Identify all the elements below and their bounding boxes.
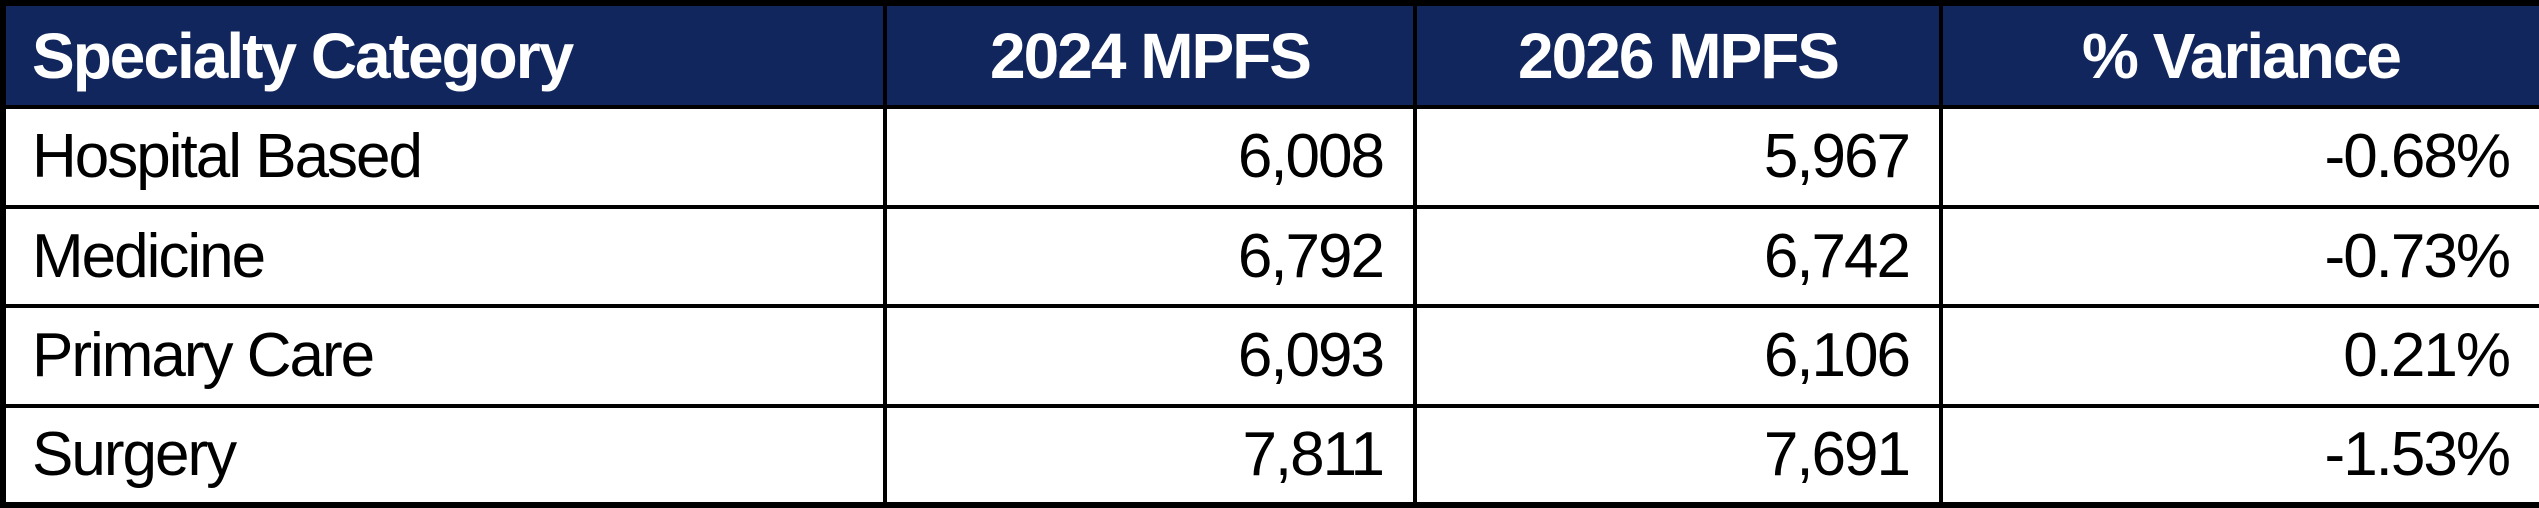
column-header-specialty-category: Specialty Category: [1, 1, 887, 109]
cell-2026-mpfs: 6,742: [1413, 204, 1943, 308]
cell-percent-variance: -0.68%: [1939, 105, 2539, 209]
table-body: Hospital Based 6,008 5,967 -0.68% Medici…: [1, 105, 2539, 507]
table-row: Surgery 7,811 7,691 -1.53%: [1, 403, 2539, 507]
table-row: Medicine 6,792 6,742 -0.73%: [1, 204, 2539, 308]
cell-2026-mpfs: 7,691: [1413, 403, 1943, 507]
cell-2024-mpfs: 7,811: [883, 403, 1417, 507]
column-header-2024-mpfs: 2024 MPFS: [883, 1, 1417, 109]
cell-specialty: Medicine: [1, 204, 887, 308]
cell-2026-mpfs: 6,106: [1413, 304, 1943, 408]
cell-2026-mpfs: 5,967: [1413, 105, 1943, 209]
cell-percent-variance: 0.21%: [1939, 304, 2539, 408]
cell-2024-mpfs: 6,093: [883, 304, 1417, 408]
cell-percent-variance: -1.53%: [1939, 403, 2539, 507]
cell-2024-mpfs: 6,792: [883, 204, 1417, 308]
cell-specialty: Hospital Based: [1, 105, 887, 209]
column-header-2026-mpfs: 2026 MPFS: [1413, 1, 1943, 109]
column-header-percent-variance: % Variance: [1939, 1, 2539, 109]
cell-percent-variance: -0.73%: [1939, 204, 2539, 308]
table-header: Specialty Category 2024 MPFS 2026 MPFS %…: [1, 1, 2539, 109]
cell-specialty: Surgery: [1, 403, 887, 507]
cell-specialty: Primary Care: [1, 304, 887, 408]
cell-2024-mpfs: 6,008: [883, 105, 1417, 209]
header-row: Specialty Category 2024 MPFS 2026 MPFS %…: [1, 1, 2539, 109]
table-row: Primary Care 6,093 6,106 0.21%: [1, 304, 2539, 408]
table-row: Hospital Based 6,008 5,967 -0.68%: [1, 105, 2539, 209]
